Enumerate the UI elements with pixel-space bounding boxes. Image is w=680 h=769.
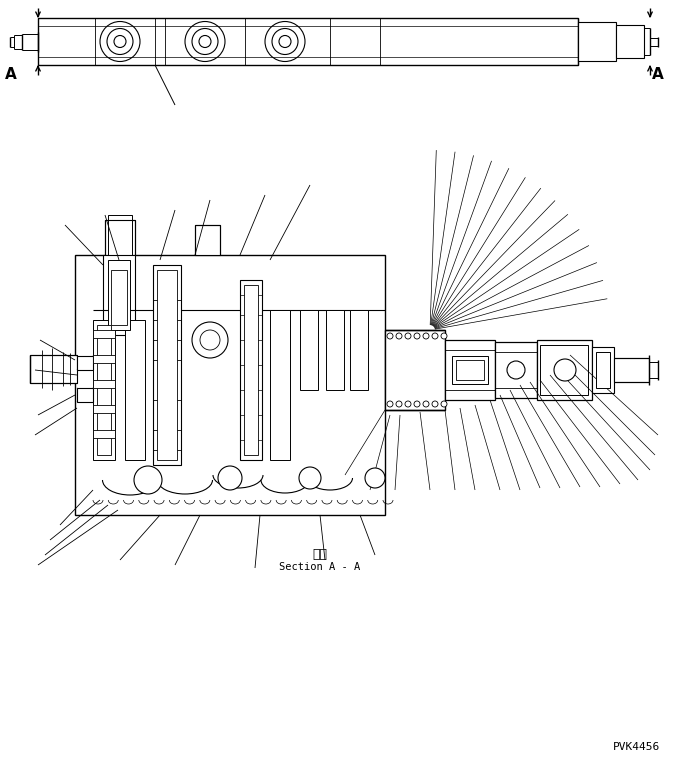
Circle shape — [423, 401, 429, 407]
Circle shape — [432, 401, 438, 407]
Bar — [578, 22, 616, 61]
Bar — [452, 356, 488, 384]
Bar — [77, 388, 93, 402]
Bar — [77, 356, 93, 370]
Bar — [244, 285, 258, 455]
Bar — [108, 215, 132, 255]
Bar — [93, 320, 115, 460]
Bar — [326, 310, 344, 390]
Circle shape — [134, 466, 162, 494]
Bar — [445, 340, 495, 400]
Bar — [300, 310, 318, 390]
Bar — [616, 25, 644, 58]
Bar — [125, 320, 145, 460]
Text: 断面: 断面 — [313, 548, 328, 561]
Bar — [108, 260, 130, 330]
Bar — [93, 405, 115, 413]
Text: A: A — [5, 67, 17, 82]
Bar — [93, 330, 115, 338]
Text: Section A - A: Section A - A — [279, 562, 360, 572]
Bar — [93, 380, 115, 388]
Circle shape — [414, 333, 420, 339]
Bar — [105, 220, 135, 255]
Bar — [614, 358, 649, 382]
Circle shape — [405, 333, 411, 339]
Bar — [97, 325, 111, 455]
Circle shape — [432, 333, 438, 339]
Circle shape — [423, 333, 429, 339]
Bar — [270, 310, 290, 460]
Circle shape — [387, 401, 393, 407]
Bar — [596, 352, 610, 388]
Circle shape — [405, 401, 411, 407]
Circle shape — [387, 333, 393, 339]
Bar — [103, 255, 135, 335]
Bar — [537, 340, 592, 400]
Circle shape — [554, 359, 576, 381]
Bar — [495, 342, 537, 398]
Circle shape — [396, 401, 402, 407]
Bar — [195, 225, 220, 255]
Bar — [30, 355, 77, 383]
Bar — [350, 310, 368, 390]
Bar — [592, 347, 614, 393]
Bar — [157, 270, 177, 460]
Bar — [240, 280, 262, 460]
Circle shape — [192, 322, 228, 358]
Bar — [540, 345, 588, 395]
Circle shape — [299, 467, 321, 489]
Circle shape — [200, 330, 220, 350]
Circle shape — [414, 401, 420, 407]
Bar — [153, 265, 181, 465]
Bar — [93, 355, 115, 363]
Text: A: A — [652, 67, 664, 82]
Circle shape — [507, 361, 525, 379]
Bar — [75, 255, 385, 515]
Circle shape — [365, 468, 385, 488]
Circle shape — [396, 333, 402, 339]
Text: PVK4456: PVK4456 — [613, 742, 660, 752]
Bar — [111, 270, 127, 325]
Bar — [385, 330, 445, 410]
Circle shape — [441, 333, 447, 339]
Circle shape — [441, 401, 447, 407]
Bar — [456, 360, 484, 380]
Bar — [93, 430, 115, 438]
Bar — [38, 18, 578, 65]
Circle shape — [218, 466, 242, 490]
